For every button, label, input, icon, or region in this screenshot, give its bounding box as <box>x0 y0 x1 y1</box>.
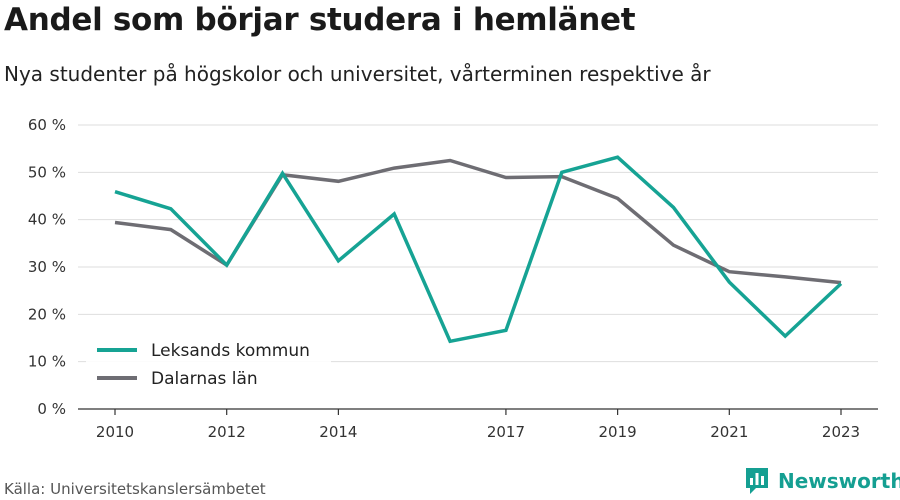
x-tick-label: 2017 <box>487 423 525 441</box>
brand-name: Newsworthy <box>778 469 900 493</box>
x-tick-label: 2019 <box>599 423 637 441</box>
x-tick-label: 2023 <box>822 423 860 441</box>
chart-subtitle: Nya studenter på högskolor och universit… <box>4 62 711 86</box>
x-axis: 2010 2012 2014 2017 2019 2021 2023 <box>78 408 878 441</box>
y-tick-label: 50 % <box>28 163 66 181</box>
grid-lines <box>78 124 878 363</box>
legend-background <box>86 334 331 396</box>
y-tick-label: 60 % <box>28 116 66 134</box>
y-tick-label: 0 % <box>37 400 66 418</box>
y-tick-label: 40 % <box>28 211 66 229</box>
source-note: Källa: Universitetskanslersämbetet <box>4 480 266 498</box>
legend: Leksands kommun Dalarnas län <box>86 334 331 396</box>
series-line-leksands-kommun <box>114 155 843 344</box>
legend-label: Leksands kommun <box>151 341 310 361</box>
x-tick-label: 2021 <box>710 423 748 441</box>
x-tick-label: 2012 <box>208 423 246 441</box>
y-tick-label: 10 % <box>28 353 66 371</box>
x-tick-label: 2010 <box>96 423 134 441</box>
series-lines <box>114 155 843 344</box>
legend-label: Dalarnas län <box>151 369 258 389</box>
y-tick-label: 20 % <box>28 305 66 323</box>
bar-chart-logo-icon <box>746 468 768 494</box>
chart-title: Andel som börjar studera i hemlänet <box>4 2 636 38</box>
brand-logo: Newsworthy <box>744 466 900 496</box>
y-tick-label: 30 % <box>28 258 66 276</box>
x-tick-label: 2014 <box>319 423 357 441</box>
y-axis-ticks: 0 % 10 % 20 % 30 % 40 % 50 % 60 % <box>28 116 66 418</box>
